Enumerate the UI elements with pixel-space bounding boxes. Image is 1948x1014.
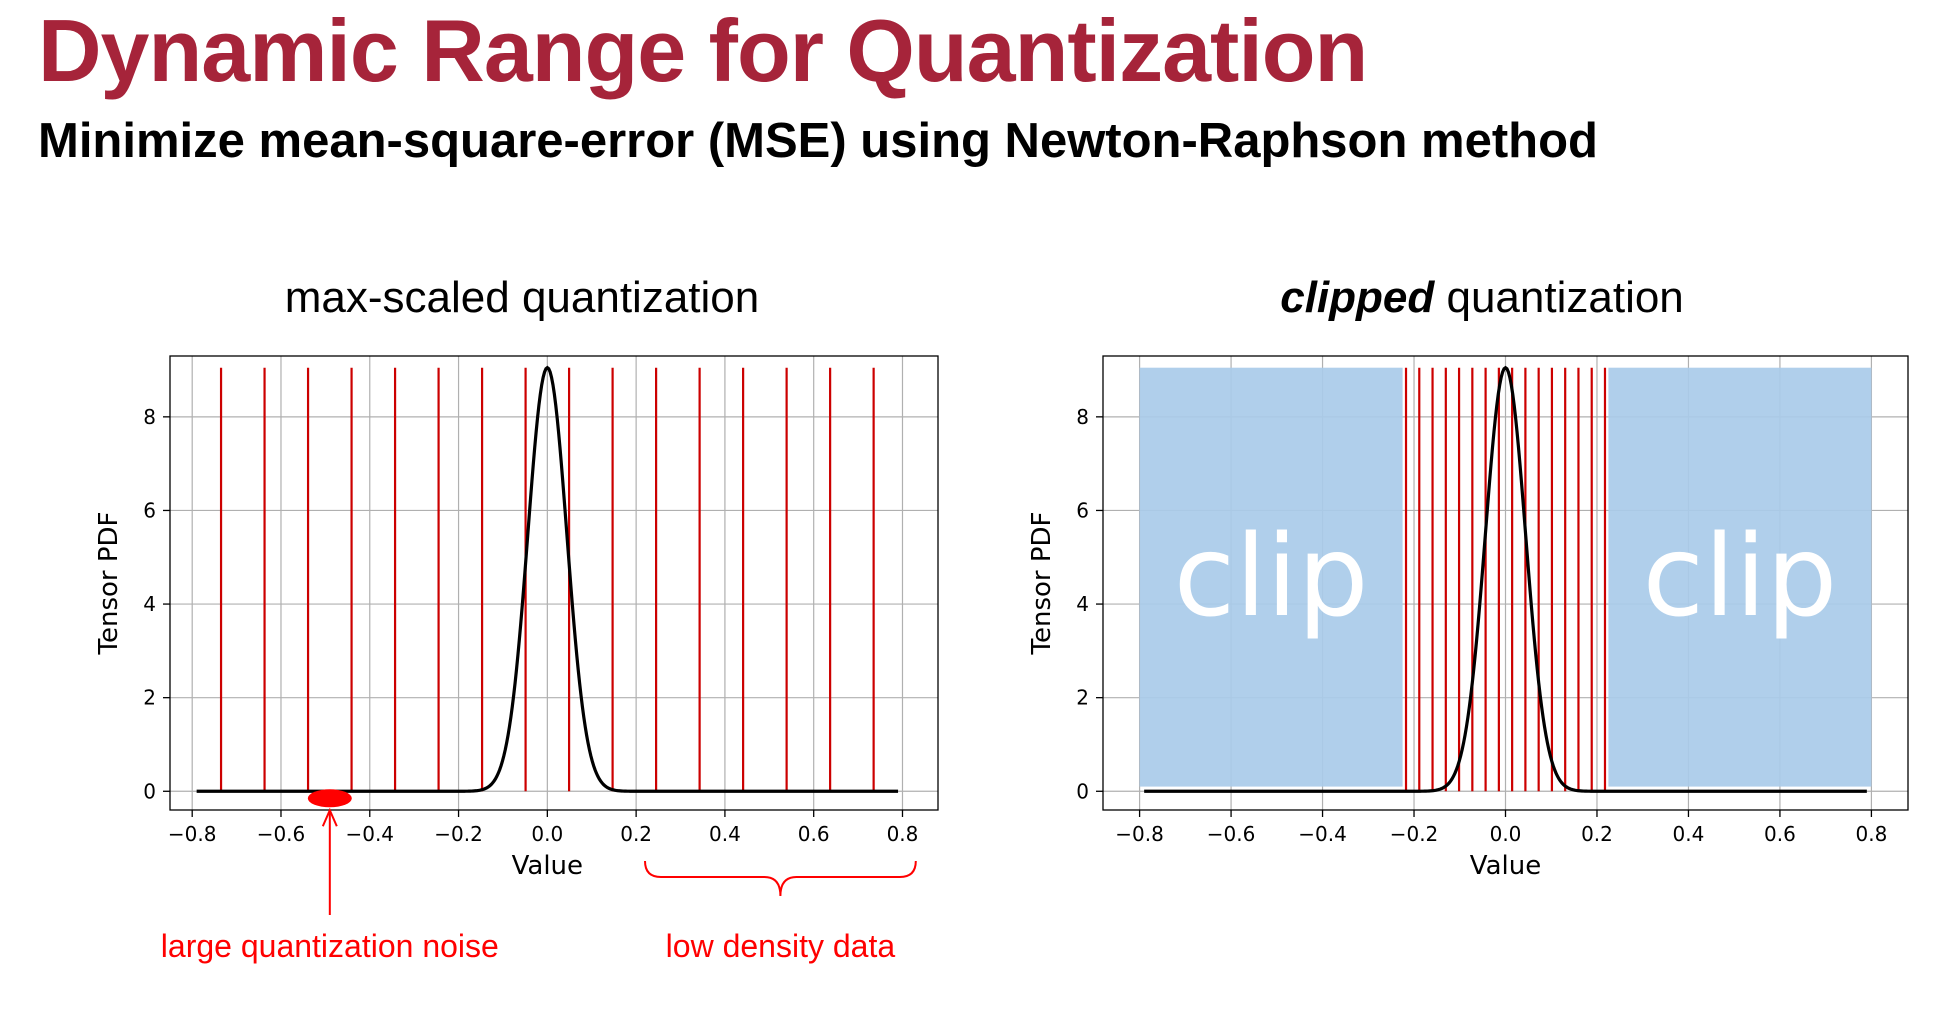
left-chart-title-text: max-scaled quantization: [284, 273, 760, 322]
annotation-arrow-head: [321, 807, 338, 827]
slide-subtitle: Minimize mean-square-error (MSE) using N…: [38, 114, 1598, 168]
y-tick-label: 4: [1076, 592, 1089, 616]
x-tick-label: 0.0: [531, 822, 563, 846]
annotation-brace: [644, 860, 917, 897]
chart-left: −0.8 −0.6 −0.4 −0.2 0.0 0.2 0.4 0.6 0.8 0 2 4 6 8 Valu…: [94, 355, 939, 964]
x-tick-label: 0.4: [1673, 822, 1705, 846]
x-tick-label: 0.8: [887, 822, 919, 846]
x-tick-label: −0.2: [434, 822, 483, 846]
annotation-low-density-data: low density data: [666, 928, 896, 964]
y-tick-label: 0: [1076, 779, 1089, 803]
x-tick-label: −0.8: [1115, 822, 1164, 846]
x-tick-label: 0.2: [1581, 822, 1613, 846]
y-tick-label: 0: [143, 779, 156, 803]
clip-region-label: clip: [1642, 512, 1837, 642]
noise-marker: [307, 789, 352, 808]
x-tick-label: 0.4: [709, 822, 741, 846]
x-tick-label: 0.8: [1856, 822, 1888, 846]
clip-region: [1139, 367, 1403, 787]
right-chart-title-text: quantization: [1446, 273, 1684, 322]
plot-area: [170, 356, 938, 810]
right-chart-title-emphasis: clipped: [1280, 273, 1435, 322]
x-tick-label: −0.4: [345, 822, 394, 846]
pdf-curve: [196, 365, 899, 793]
right-chart-title: clipped quantization: [1280, 272, 1684, 325]
x-tick-label: −0.2: [1390, 822, 1439, 846]
slide-title: Dynamic Range for Quantization: [38, 1, 1368, 100]
y-tick-label: 6: [143, 498, 156, 522]
y-tick-label: 4: [143, 592, 156, 616]
annotation-large-quantization-noise: large quantization noise: [161, 928, 499, 964]
x-tick-label: 0.2: [620, 822, 652, 846]
y-axis-label: Tensor PDF: [1027, 512, 1057, 656]
y-tick-label: 2: [143, 686, 156, 710]
x-tick-label: −0.8: [168, 822, 217, 846]
plot-frame: [169, 355, 939, 811]
x-tick-label: 0.6: [1764, 822, 1796, 846]
y-tick-label: 8: [1076, 405, 1089, 429]
chart-right: clip clip −0.8 −0.6 −0.4 −0.2 0.0 0.2 0.4 0.6 0.8 0…: [1027, 355, 1909, 881]
x-tick-label: −0.6: [257, 822, 306, 846]
clip-region-label: clip: [1174, 512, 1369, 642]
clip-region: [1608, 367, 1872, 787]
x-axis-label: Value: [1470, 851, 1541, 881]
y-tick-label: 6: [1076, 498, 1089, 522]
pdf-curve: [1144, 365, 1867, 793]
x-tick-label: 0.6: [798, 822, 830, 846]
y-axis-label: Tensor PDF: [94, 512, 124, 656]
x-tick-label: 0.0: [1490, 822, 1522, 846]
y-tick-label: 8: [143, 405, 156, 429]
x-tick-label: −0.4: [1298, 822, 1347, 846]
x-axis-label: Value: [512, 851, 583, 881]
left-chart-title: max-scaled quantization: [285, 272, 759, 325]
x-tick-label: −0.6: [1207, 822, 1256, 846]
y-tick-label: 2: [1076, 686, 1089, 710]
